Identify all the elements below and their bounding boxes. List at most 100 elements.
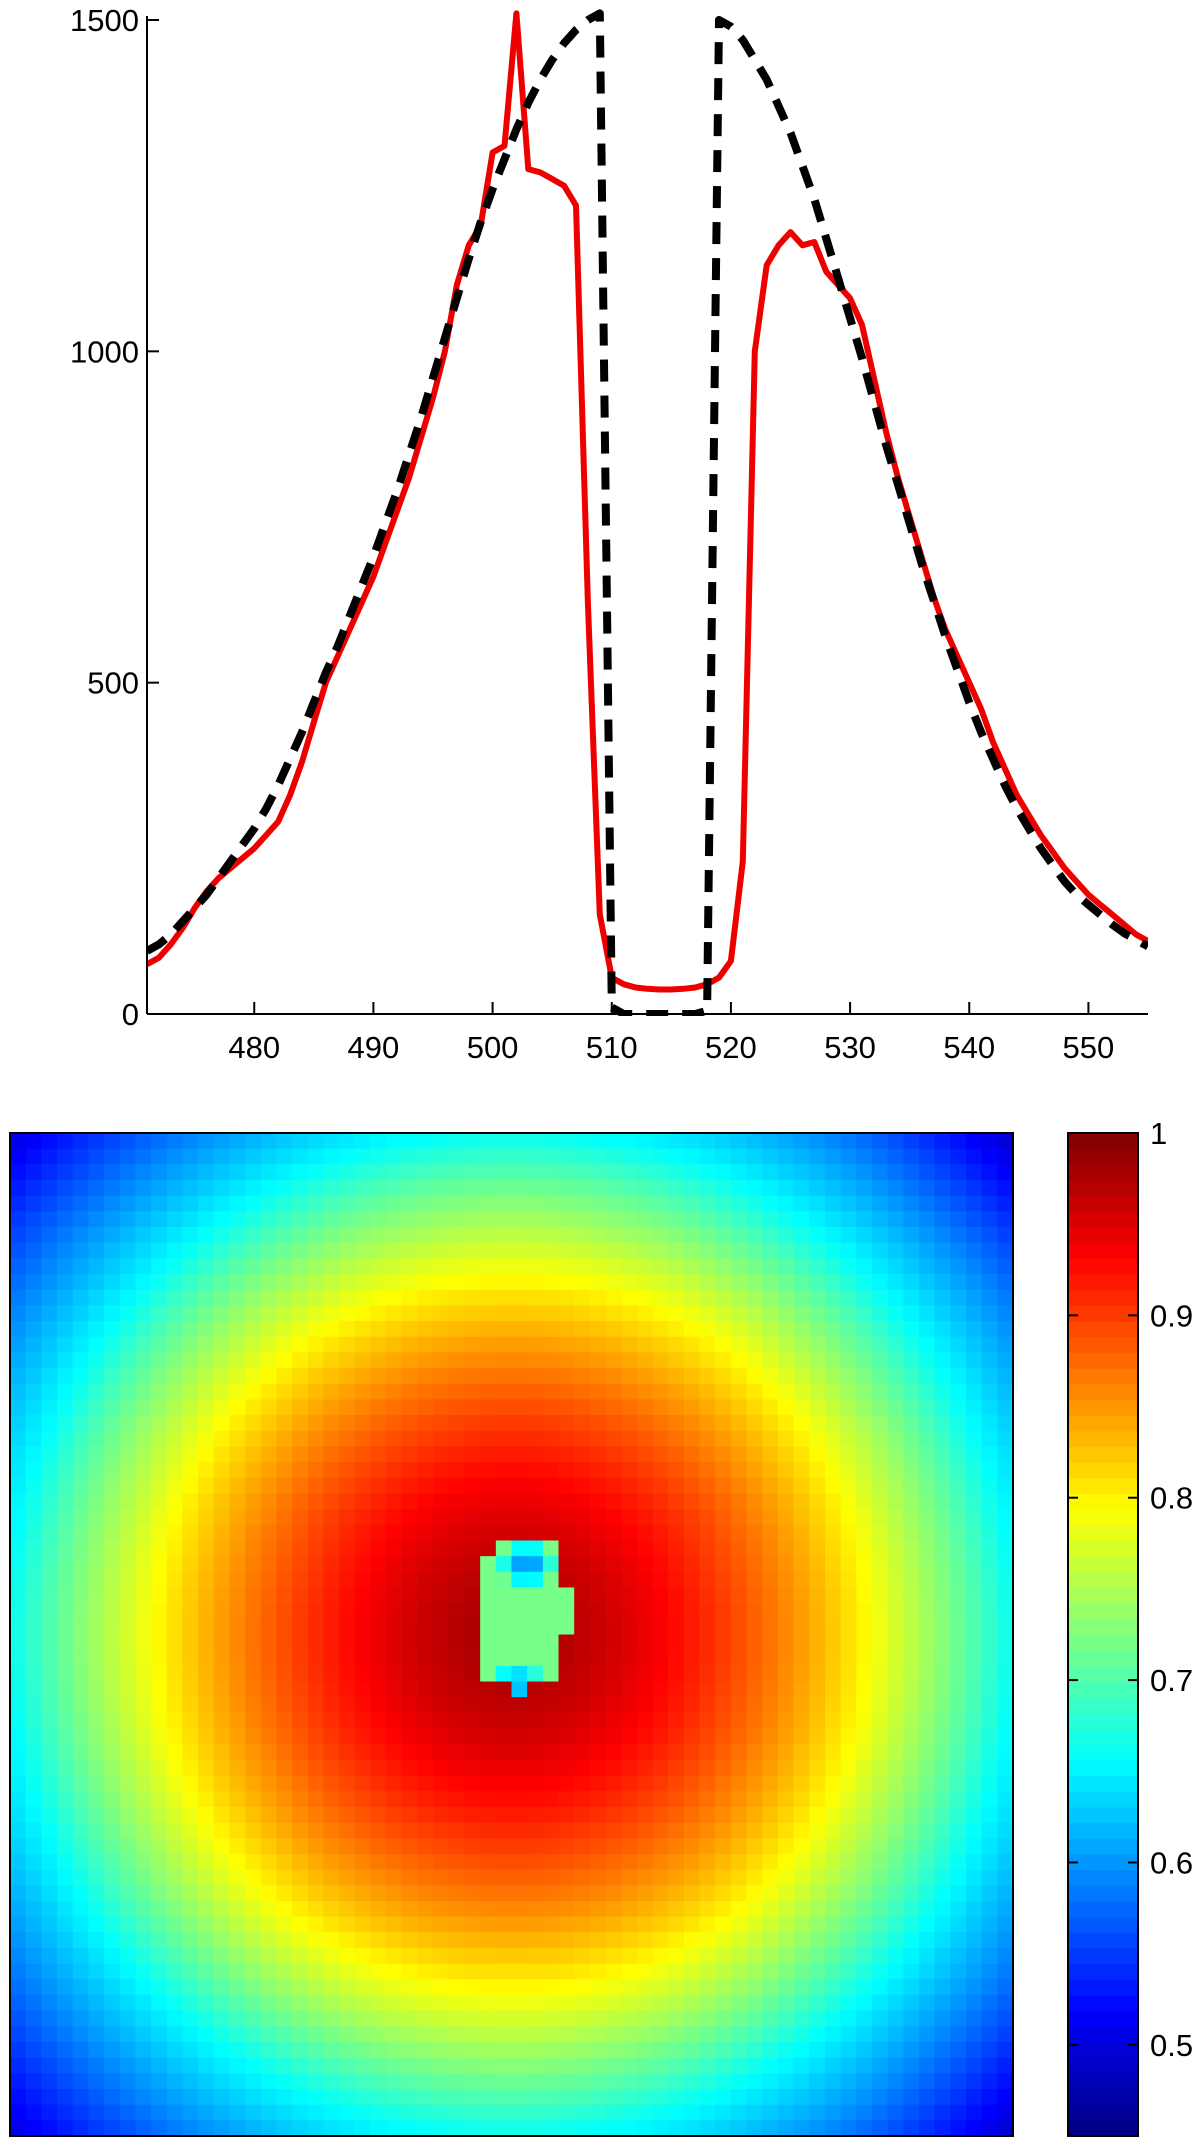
- heatmap-cell: [840, 1352, 857, 1369]
- heatmap-cell: [589, 2026, 607, 2043]
- heatmap-cell: [433, 2041, 450, 2059]
- heatmap-cell: [448, 1352, 466, 1369]
- heatmap-cell: [354, 1446, 372, 1463]
- heatmap-cell: [856, 1258, 873, 1275]
- heatmap-cell: [950, 1336, 967, 1353]
- heatmap-cell: [72, 1368, 89, 1385]
- heatmap-cell: [840, 1274, 857, 1291]
- heatmap-cell: [887, 1540, 904, 1557]
- heatmap-cell: [574, 1634, 591, 1651]
- heatmap-cell: [417, 1383, 434, 1401]
- heatmap-cell: [668, 2026, 685, 2043]
- heatmap-cell: [339, 1665, 356, 1683]
- heatmap-cell: [276, 1869, 293, 1886]
- heatmap-cell: [997, 1885, 1014, 1902]
- heatmap-cell: [72, 1195, 89, 1212]
- heatmap-cell: [652, 1775, 669, 1792]
- heatmap-cell: [119, 1994, 136, 2012]
- heatmap-cell: [495, 1321, 513, 1338]
- heatmap-cell: [119, 1227, 136, 1244]
- heatmap-cell: [715, 1368, 732, 1385]
- heatmap-cell: [950, 2120, 967, 2137]
- heatmap-cell: [652, 1697, 669, 1714]
- heatmap-cell: [527, 1634, 544, 1651]
- heatmap-cell: [213, 1540, 230, 1557]
- heatmap-cell: [903, 1274, 920, 1291]
- heatmap-cell: [464, 1211, 481, 1228]
- heatmap-cell: [871, 1180, 889, 1197]
- heatmap-cell: [997, 1869, 1014, 1886]
- heatmap-cell: [730, 1900, 748, 1918]
- heatmap-cell: [621, 1759, 638, 1777]
- heatmap-cell: [88, 1352, 105, 1369]
- heatmap-cell: [683, 1336, 701, 1353]
- heatmap-cell: [840, 2057, 857, 2074]
- heatmap-cell: [683, 1462, 701, 1479]
- heatmap-cell: [480, 1227, 497, 1244]
- heatmap-cell: [871, 1885, 889, 1902]
- heatmap-cell: [965, 1242, 983, 1259]
- heatmap-cell: [887, 1916, 904, 1933]
- heatmap-cell: [401, 1336, 419, 1353]
- heatmap-cell: [871, 1164, 889, 1181]
- heatmap-cell: [323, 1211, 340, 1228]
- heatmap-cell: [448, 1430, 466, 1448]
- heatmap-cell: [809, 2026, 826, 2043]
- heatmap-cell: [918, 1681, 936, 1698]
- heatmap-cell: [182, 1979, 199, 1996]
- heatmap-cell: [339, 1822, 356, 1839]
- heatmap-cell: [135, 2088, 152, 2106]
- heatmap-cell: [652, 1994, 669, 2012]
- heatmap-cell: [72, 1164, 89, 1181]
- heatmap-cell: [793, 1524, 810, 1542]
- heatmap-cell: [260, 1274, 278, 1291]
- heatmap-cell: [386, 1133, 403, 1150]
- heatmap-cell: [887, 1509, 904, 1526]
- heatmap-cell: [511, 1399, 528, 1416]
- heatmap-cell: [918, 1477, 936, 1495]
- heatmap-cell: [840, 1744, 857, 1761]
- heatmap-cell: [950, 1634, 967, 1651]
- heatmap-cell: [386, 1603, 403, 1620]
- heatmap-cell: [213, 1759, 230, 1777]
- heatmap-cell: [370, 1587, 387, 1604]
- heatmap-cell: [542, 2010, 560, 2027]
- heatmap-cell: [104, 1869, 121, 1886]
- heatmap-cell: [448, 1994, 466, 2012]
- heatmap-cell: [72, 1838, 89, 1855]
- heatmap-cell: [605, 1195, 622, 1212]
- heatmap-cell: [370, 1242, 387, 1259]
- heatmap-cell: [777, 1618, 795, 1636]
- heatmap-cell: [339, 1650, 356, 1667]
- heatmap-cell: [636, 1634, 654, 1651]
- heatmap-cell: [88, 1556, 105, 1573]
- heatmap-cell: [934, 1885, 951, 1902]
- heatmap-cell: [621, 1415, 638, 1432]
- heatmap-cell: [574, 2104, 591, 2121]
- heatmap-cell: [605, 1822, 622, 1839]
- heatmap-cell: [965, 1477, 983, 1495]
- heatmap-cell: [683, 1681, 701, 1698]
- heatmap-cell: [918, 2088, 936, 2106]
- heatmap-cell: [417, 1289, 434, 1306]
- heatmap-cell: [605, 2088, 622, 2106]
- heatmap-cell: [417, 1164, 434, 1181]
- heatmap-cell: [464, 1900, 481, 1918]
- heatmap-cell: [824, 1806, 842, 1824]
- heatmap-cell: [636, 1383, 654, 1401]
- heatmap-cell: [104, 1164, 121, 1181]
- heatmap-cell: [777, 1227, 795, 1244]
- heatmap-cell: [981, 1195, 998, 1212]
- heatmap-cell: [918, 1524, 936, 1542]
- heatmap-cell: [652, 1744, 669, 1761]
- heatmap-cell: [41, 1806, 58, 1824]
- heatmap-cell: [151, 1618, 168, 1636]
- heatmap-cell: [307, 2104, 325, 2121]
- heatmap-cell: [401, 1869, 419, 1886]
- heatmap-cell: [997, 1274, 1014, 1291]
- heatmap-cell: [809, 1446, 826, 1463]
- heatmap-cell: [10, 1477, 27, 1495]
- heatmap-cell: [417, 1274, 434, 1291]
- heatmap-cell: [386, 1430, 403, 1448]
- heatmap-cell: [605, 1932, 622, 1949]
